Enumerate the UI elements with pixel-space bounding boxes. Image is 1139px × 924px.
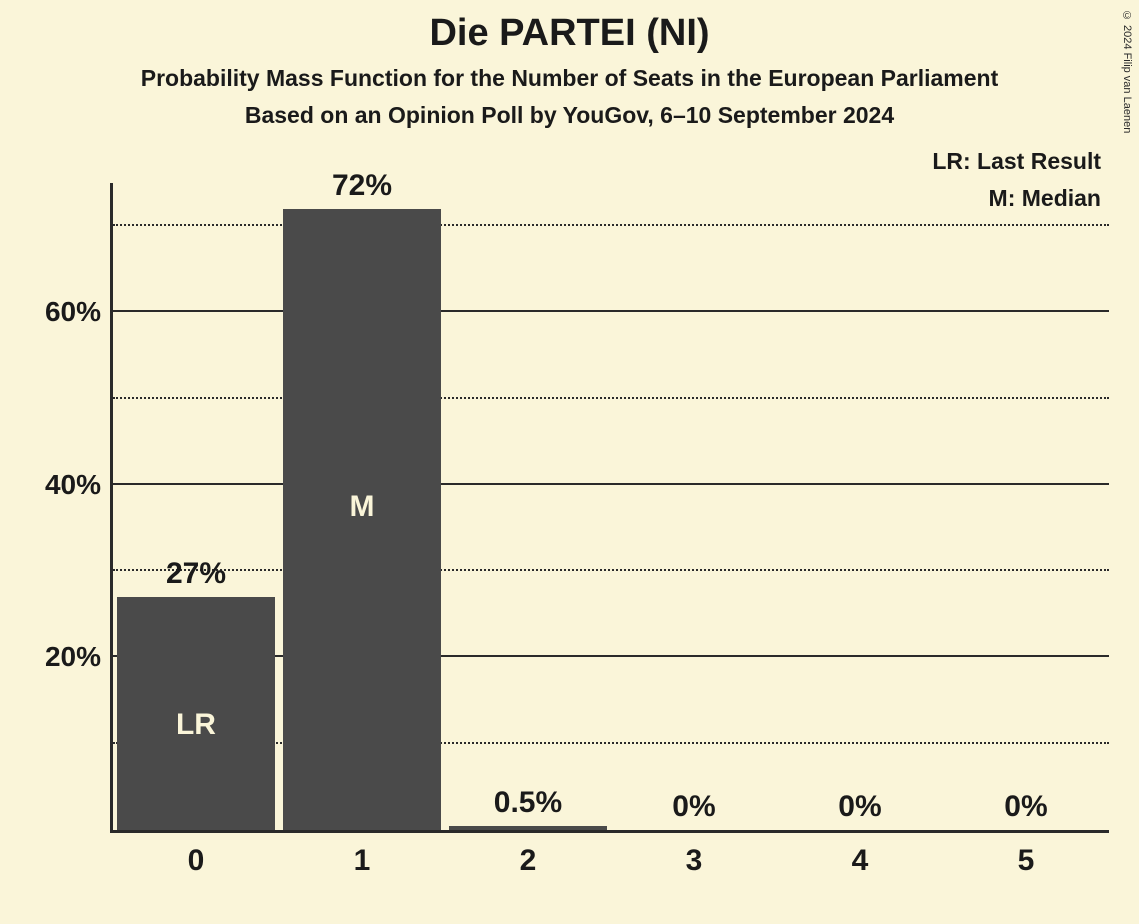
chart-subtitle-2: Based on an Opinion Poll by YouGov, 6–10… — [0, 102, 1139, 129]
x-axis-tick-label: 5 — [1018, 830, 1035, 878]
bar-value-label: 0% — [672, 790, 715, 830]
gridline-minor — [113, 569, 1109, 571]
x-axis-tick-label: 1 — [354, 830, 371, 878]
bar-value-label: 0% — [838, 790, 881, 830]
y-axis-tick-label: 60% — [45, 296, 113, 328]
gridline-minor — [113, 397, 1109, 399]
gridline-minor — [113, 224, 1109, 226]
gridline-major — [113, 483, 1109, 485]
x-axis-tick-label: 3 — [686, 830, 703, 878]
y-axis-tick-label: 40% — [45, 469, 113, 501]
bar-value-label: 0.5% — [494, 786, 562, 826]
bar: 27%LR — [117, 597, 275, 830]
gridline-major — [113, 310, 1109, 312]
bar-value-label: 27% — [166, 557, 226, 597]
bar: 72%M — [283, 209, 441, 830]
chart-area: LR: Last Result M: Median 20%40%60%27%LR… — [110, 143, 1109, 833]
x-axis-tick-label: 2 — [520, 830, 537, 878]
copyright-text: © 2024 Filip van Laenen — [1121, 10, 1133, 133]
bar-value-label: 72% — [332, 169, 392, 209]
title-block: Die PARTEI (NI) Probability Mass Functio… — [0, 0, 1139, 129]
chart-subtitle-1: Probability Mass Function for the Number… — [0, 65, 1139, 92]
bar-inside-label: LR — [176, 708, 216, 742]
x-axis-tick-label: 0 — [188, 830, 205, 878]
legend-lr: LR: Last Result — [932, 143, 1101, 180]
y-axis-tick-label: 20% — [45, 641, 113, 673]
chart-title: Die PARTEI (NI) — [0, 12, 1139, 55]
bar-inside-label: M — [349, 490, 374, 524]
bar-value-label: 0% — [1004, 790, 1047, 830]
plot-region: 20%40%60%27%LR072%M10.5%20%30%40%5 — [110, 183, 1109, 833]
x-axis-tick-label: 4 — [852, 830, 869, 878]
